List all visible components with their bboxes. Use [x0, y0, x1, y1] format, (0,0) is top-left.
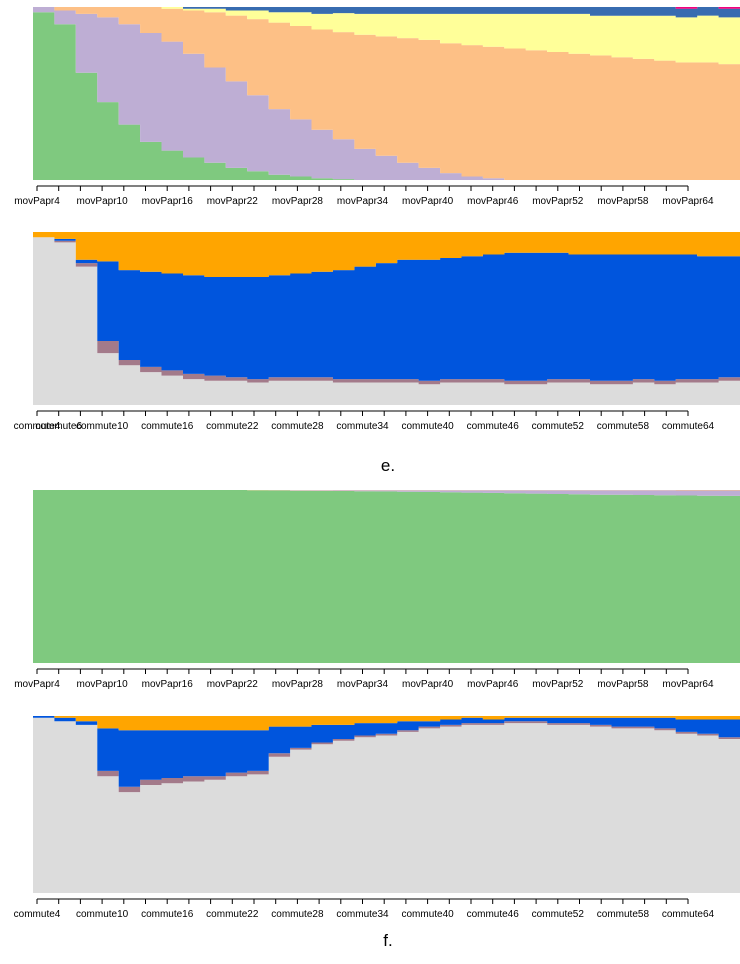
- x-tick-label: movPapr34: [337, 196, 389, 207]
- series-area-2: [33, 490, 740, 491]
- x-tick-label: commute6: [35, 421, 82, 432]
- x-tick-label: commute4: [14, 421, 61, 432]
- x-tick-label: movPapr58: [597, 679, 649, 690]
- x-tick-label: commute52: [532, 909, 585, 920]
- x-tick-label: movPapr10: [77, 679, 129, 690]
- x-tick-label: movPapr34: [337, 679, 389, 690]
- x-tick-label: commute22: [206, 909, 259, 920]
- x-tick-label: commute16: [141, 909, 194, 920]
- x-tick-label: movPapr16: [142, 196, 194, 207]
- x-tick-label: movPapr28: [272, 196, 324, 207]
- series-area-2: [33, 237, 740, 381]
- x-tick-label: movPapr46: [467, 196, 519, 207]
- x-tick-label: commute64: [662, 909, 715, 920]
- x-tick-label: movPapr40: [402, 196, 454, 207]
- series-area-3: [33, 7, 740, 65]
- x-tick-label: commute52: [532, 421, 585, 432]
- x-tick-label: commute58: [597, 909, 650, 920]
- x-tick-label: commute64: [662, 421, 715, 432]
- series-area-0: [33, 12, 740, 181]
- series-area-0: [33, 237, 740, 405]
- chart-panel-3: commute4 commute10 commute16 commute22 commu…: [14, 716, 740, 920]
- x-tick-label: commute28: [271, 909, 324, 920]
- chart-panel-0: movPapr4 movPapr10 movPapr16 movPapr22 movPa…: [14, 7, 740, 207]
- x-tick-label: movPapr64: [662, 196, 714, 207]
- x-tick-label: commute40: [401, 421, 454, 432]
- x-tick-label: commute10: [76, 421, 129, 432]
- x-tick-label: commute40: [401, 909, 454, 920]
- x-tick-label: commute58: [597, 421, 650, 432]
- x-tick-label: movPapr22: [207, 196, 259, 207]
- x-tick-label: movPapr52: [532, 196, 584, 207]
- x-tick-label: commute22: [206, 421, 259, 432]
- series-area-0: [33, 490, 740, 663]
- x-tick-label: movPapr40: [402, 679, 454, 690]
- x-tick-label: commute10: [76, 909, 129, 920]
- x-tick-label: commute16: [141, 421, 194, 432]
- caption-e: e.: [381, 456, 395, 475]
- chart-panel-2: movPapr4 movPapr10 movPapr16 movPapr22 movPa…: [14, 490, 740, 690]
- series-area-2: [33, 7, 740, 180]
- x-tick-label: movPapr4: [14, 679, 60, 690]
- series-area-4: [33, 7, 740, 18]
- x-tick-label: movPapr22: [207, 679, 259, 690]
- series-area-1: [33, 490, 740, 496]
- x-tick-label: movPapr52: [532, 679, 584, 690]
- x-tick-label: commute4: [14, 909, 61, 920]
- x-tick-label: commute28: [271, 421, 324, 432]
- x-tick-label: commute46: [467, 909, 520, 920]
- series-area-2: [33, 716, 740, 787]
- series-area-1: [33, 7, 740, 180]
- x-tick-label: commute34: [336, 909, 389, 920]
- series-area-3: [33, 232, 740, 277]
- x-tick-label: movPapr58: [597, 196, 649, 207]
- x-tick-label: movPapr46: [467, 679, 519, 690]
- caption-f: f.: [383, 931, 392, 950]
- x-tick-label: movPapr10: [77, 196, 129, 207]
- x-tick-label: movPapr64: [662, 679, 714, 690]
- x-tick-label: movPapr28: [272, 679, 324, 690]
- x-tick-label: movPapr16: [142, 679, 194, 690]
- series-area-0: [33, 717, 740, 893]
- series-area-3: [33, 716, 740, 731]
- x-tick-label: commute46: [467, 421, 520, 432]
- x-tick-label: movPapr4: [14, 196, 60, 207]
- x-tick-label: commute34: [336, 421, 389, 432]
